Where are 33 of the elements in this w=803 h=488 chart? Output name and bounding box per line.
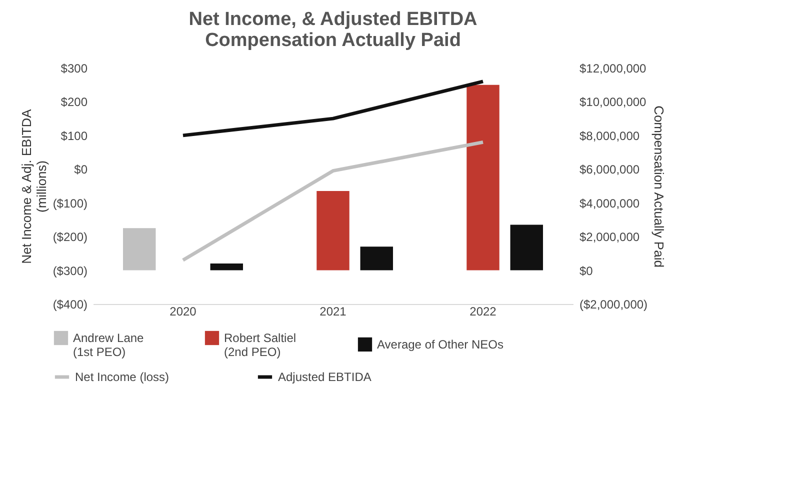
y2-tick-label: $0	[580, 264, 594, 278]
y-tick-label: ($100)	[52, 196, 88, 210]
y-tick-label: ($200)	[52, 230, 88, 244]
y2-tick-label: ($2,000,000)	[580, 298, 648, 312]
y2-tick-label: $6,000,000	[580, 162, 640, 177]
chart-title: Net Income, & Adjusted EBITDA Compensation Actually Paid	[188, 9, 478, 51]
y-tick-label: ($400)	[52, 298, 88, 312]
y-tick-label: $300	[60, 62, 88, 76]
legend-label: Average of Other NEOs	[377, 337, 504, 352]
y-tick-label: $200	[60, 95, 88, 110]
y2-axis-title: Compensation Actually Paid	[652, 106, 667, 268]
legend-label: Adjusted EBTIDA	[278, 370, 372, 384]
legend-label: Net Income (loss)	[75, 370, 170, 384]
bar	[210, 264, 243, 270]
y-axis-title: Net Income & Adj. EBITDA (millions)	[18, 108, 49, 264]
y2-tick-label: $12,000,000	[580, 62, 647, 76]
x-tick-label: 2021	[320, 304, 347, 318]
bar	[510, 224, 543, 270]
y2-tick-label: $10,000,000	[580, 95, 647, 110]
x-tick-label: 2022	[470, 304, 497, 318]
bar	[316, 191, 350, 270]
y-tick-label: ($300)	[52, 264, 88, 278]
y2-tick-label: $4,000,000	[580, 196, 640, 210]
y-tick-label: $100	[60, 128, 88, 143]
legend-label: Andrew Lane (1st PEO)	[73, 331, 144, 359]
bar	[466, 84, 500, 270]
bar	[360, 246, 393, 270]
y2-tick-label: $8,000,000	[580, 128, 640, 143]
x-tick-label: 2020	[170, 304, 197, 318]
y-tick-label: $0	[74, 162, 88, 177]
y2-tick-label: $2,000,000	[580, 230, 640, 244]
bar	[123, 228, 156, 270]
legend-label: Robert Saltiel (2nd PEO)	[224, 331, 296, 359]
